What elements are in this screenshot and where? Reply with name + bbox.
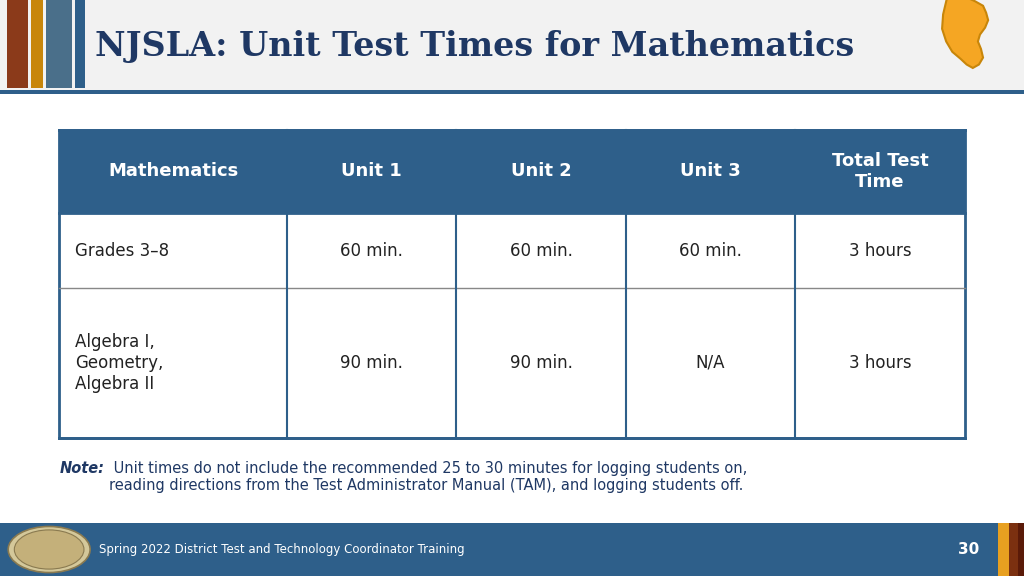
Text: Mathematics: Mathematics xyxy=(108,162,239,180)
Text: 60 min.: 60 min. xyxy=(679,241,742,260)
Text: Grades 3–8: Grades 3–8 xyxy=(75,241,169,260)
Text: Unit times do not include the recommended 25 to 30 minutes for logging students : Unit times do not include the recommende… xyxy=(109,461,746,493)
Text: 90 min.: 90 min. xyxy=(340,354,403,372)
Text: 90 min.: 90 min. xyxy=(510,354,572,372)
Text: 30: 30 xyxy=(957,542,979,557)
Text: N/A: N/A xyxy=(695,354,725,372)
Text: NJSLA: Unit Test Times for Mathematics: NJSLA: Unit Test Times for Mathematics xyxy=(95,30,854,63)
Text: 3 hours: 3 hours xyxy=(849,354,911,372)
Text: Unit 1: Unit 1 xyxy=(341,162,402,180)
Text: Spring 2022 District Test and Technology Coordinator Training: Spring 2022 District Test and Technology… xyxy=(99,543,465,556)
Text: Algebra I,
Geometry,
Algebra II: Algebra I, Geometry, Algebra II xyxy=(75,333,163,393)
Text: Unit 2: Unit 2 xyxy=(511,162,571,180)
Text: 60 min.: 60 min. xyxy=(510,241,572,260)
Text: 3 hours: 3 hours xyxy=(849,241,911,260)
Text: Total Test
Time: Total Test Time xyxy=(831,152,929,191)
Text: 60 min.: 60 min. xyxy=(340,241,403,260)
Text: Unit 3: Unit 3 xyxy=(680,162,740,180)
Text: Note:: Note: xyxy=(59,461,104,476)
